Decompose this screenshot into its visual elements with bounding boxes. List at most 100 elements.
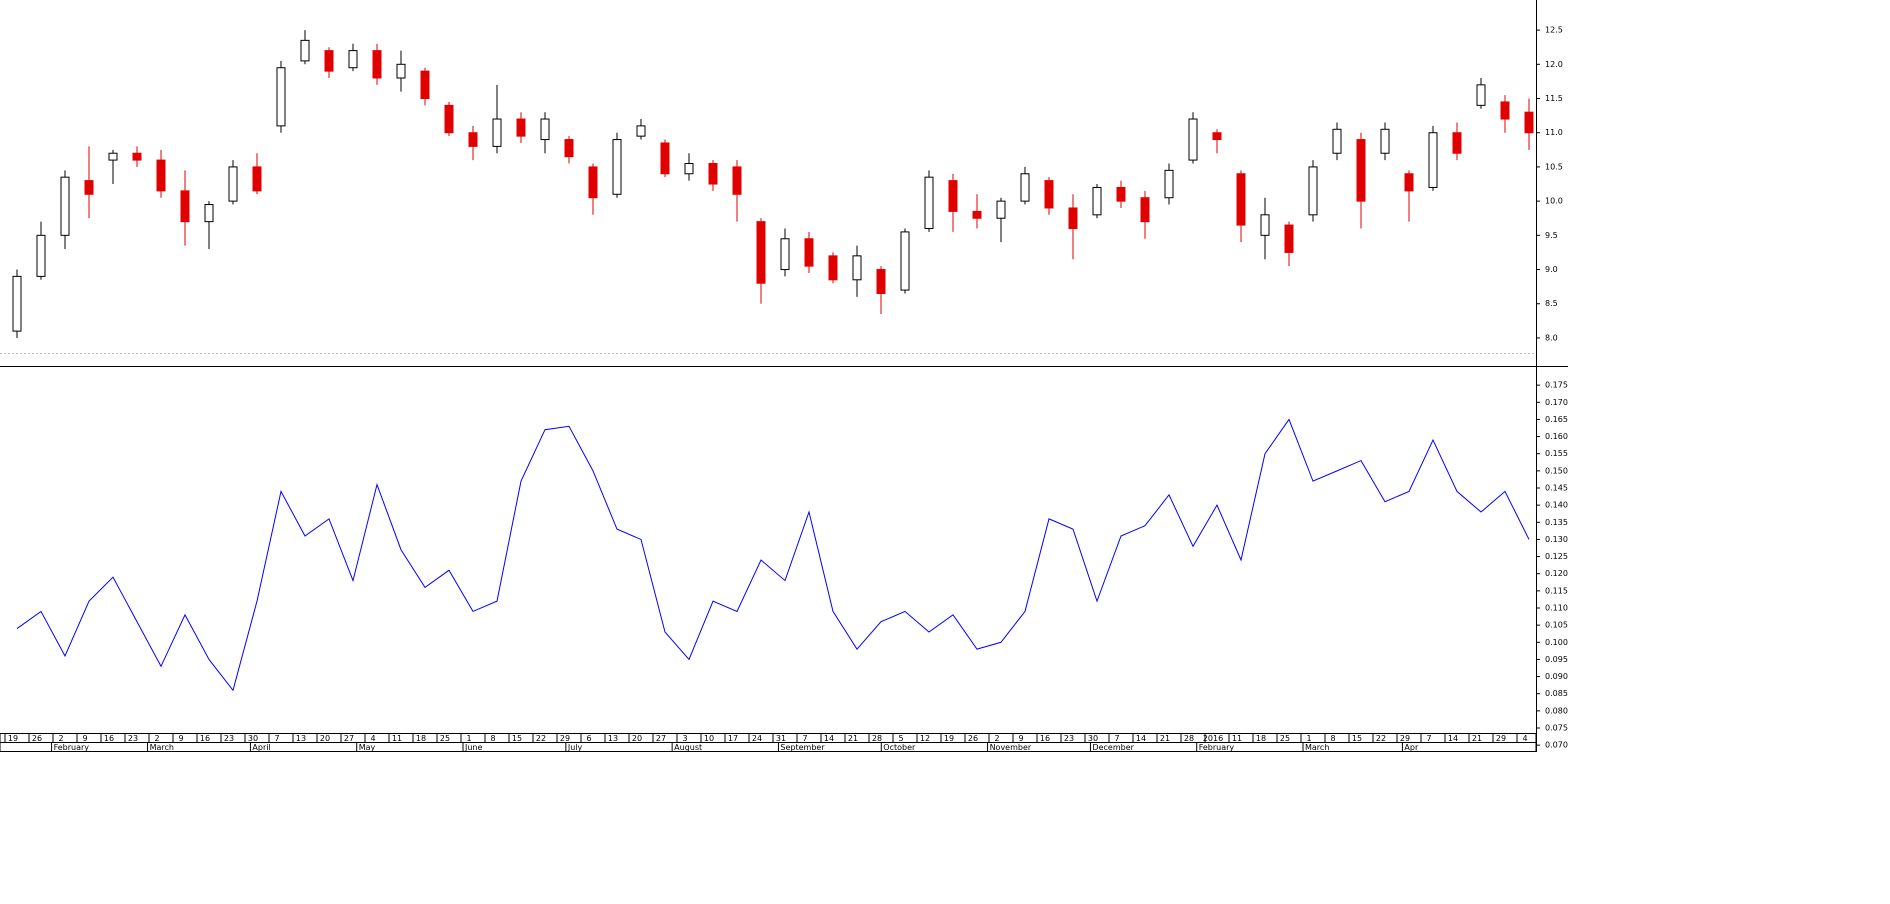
x-tick-label: 21 [1160,734,1170,743]
candle-body [36,234,46,277]
x-tick-label: 16 [200,734,210,743]
y-tick-label: 10.5 [1545,162,1563,171]
candle-body [1332,128,1342,154]
x-tick-label: 27 [656,734,666,743]
x-tick-label: 8 [1330,734,1335,743]
x-tick-label: 11 [1232,734,1242,743]
candle-body [708,163,718,185]
y-tick-label: 0.130 [1545,535,1568,544]
x-tick-label: 2 [994,734,999,743]
candle-body [1428,132,1438,188]
x-tick-label: 30 [1088,734,1098,743]
x-tick-label: 1 [1306,734,1311,743]
candle-body [324,50,334,72]
candle-body [756,221,766,284]
candle-body [228,166,238,202]
candle-body [348,50,358,69]
y-tick-label: 0.095 [1545,655,1568,664]
candle-body [276,67,286,127]
x-tick-label: 19 [8,734,18,743]
candle-body [564,139,574,158]
candle-body [1140,197,1150,223]
candle-body [1524,111,1534,134]
x-tick-label: 23 [224,734,234,743]
x-tick-label: 31 [776,734,786,743]
candle-body [588,166,598,199]
x-tick-label: 25 [1280,734,1290,743]
x-tick-label: 18 [416,734,426,743]
x-tick-label: 20 [320,734,330,743]
x-tick-label: 30 [248,734,258,743]
x-tick-label: 1 [466,734,471,743]
month-label: July [567,743,583,752]
candle-body [156,159,166,192]
candle-body [420,70,430,100]
month-label: March [150,743,174,752]
candle-body [732,166,742,195]
candle-body [852,255,862,281]
month-label: May [359,743,376,752]
x-tick-label: 29 [1496,734,1506,743]
candle-body [1260,214,1270,236]
month-label: March [1305,743,1329,752]
candle-body [1116,186,1126,202]
x-tick-label: 27 [344,734,354,743]
candle-body [972,210,982,219]
x-tick-label: 4 [370,734,375,743]
candle-body [372,50,382,79]
y-tick-label: 9.0 [1545,265,1558,274]
y-tick-label: 0.080 [1545,706,1568,715]
x-tick-label: 23 [1064,734,1074,743]
candle-body [1236,173,1246,226]
month-label: February [1199,743,1235,752]
x-tick-label: 9 [178,734,183,743]
candle-body [1404,173,1414,192]
month-label: October [883,743,916,752]
candle-body [1212,132,1222,141]
candle-body [1164,169,1174,199]
x-tick-label: 15 [1352,734,1362,743]
x-tick-label: 2 [154,734,159,743]
x-tick-label: 16 [1040,734,1050,743]
month-label: February [54,743,90,752]
candle-body [540,118,550,141]
x-tick-label: 5 [898,734,903,743]
candle-body [804,238,814,267]
x-tick-label: 14 [1136,734,1146,743]
x-tick-label: 23 [128,734,138,743]
candle-body [1188,118,1198,161]
y-tick-label: 0.090 [1545,672,1568,681]
candle-body [1500,101,1510,120]
y-tick-label: 0.155 [1545,449,1568,458]
candle-body [1308,166,1318,216]
month-label: April [252,743,270,752]
candle-body [996,200,1006,219]
candle-body [396,63,406,79]
x-tick-label: 28 [1184,734,1194,743]
candle-body [468,132,478,147]
y-tick-label: 0.075 [1545,724,1568,733]
candle-body [108,152,118,161]
y-tick-label: 0.115 [1545,586,1568,595]
y-tick-label: 11.5 [1545,94,1563,103]
x-tick-label: 25 [440,734,450,743]
line-series [16,418,1530,692]
candle-body [1068,207,1078,229]
candle-body [12,275,22,332]
month-label: November [990,743,1032,752]
x-tick-label: 10 [704,734,714,743]
y-tick-label: 0.145 [1545,484,1568,493]
y-tick-label: 0.160 [1545,432,1568,441]
y-tick-label: 9.5 [1545,231,1558,240]
x-tick-label: 13 [608,734,618,743]
candle-body [444,104,454,134]
x-tick-label: 26 [32,734,42,743]
x-tick-label: 24 [752,734,762,743]
y-tick-label: 10.0 [1545,197,1563,206]
candle-body [948,180,958,212]
y-tick-label: 0.135 [1545,518,1568,527]
month-label: August [674,743,702,752]
x-tick-label: 26 [968,734,978,743]
